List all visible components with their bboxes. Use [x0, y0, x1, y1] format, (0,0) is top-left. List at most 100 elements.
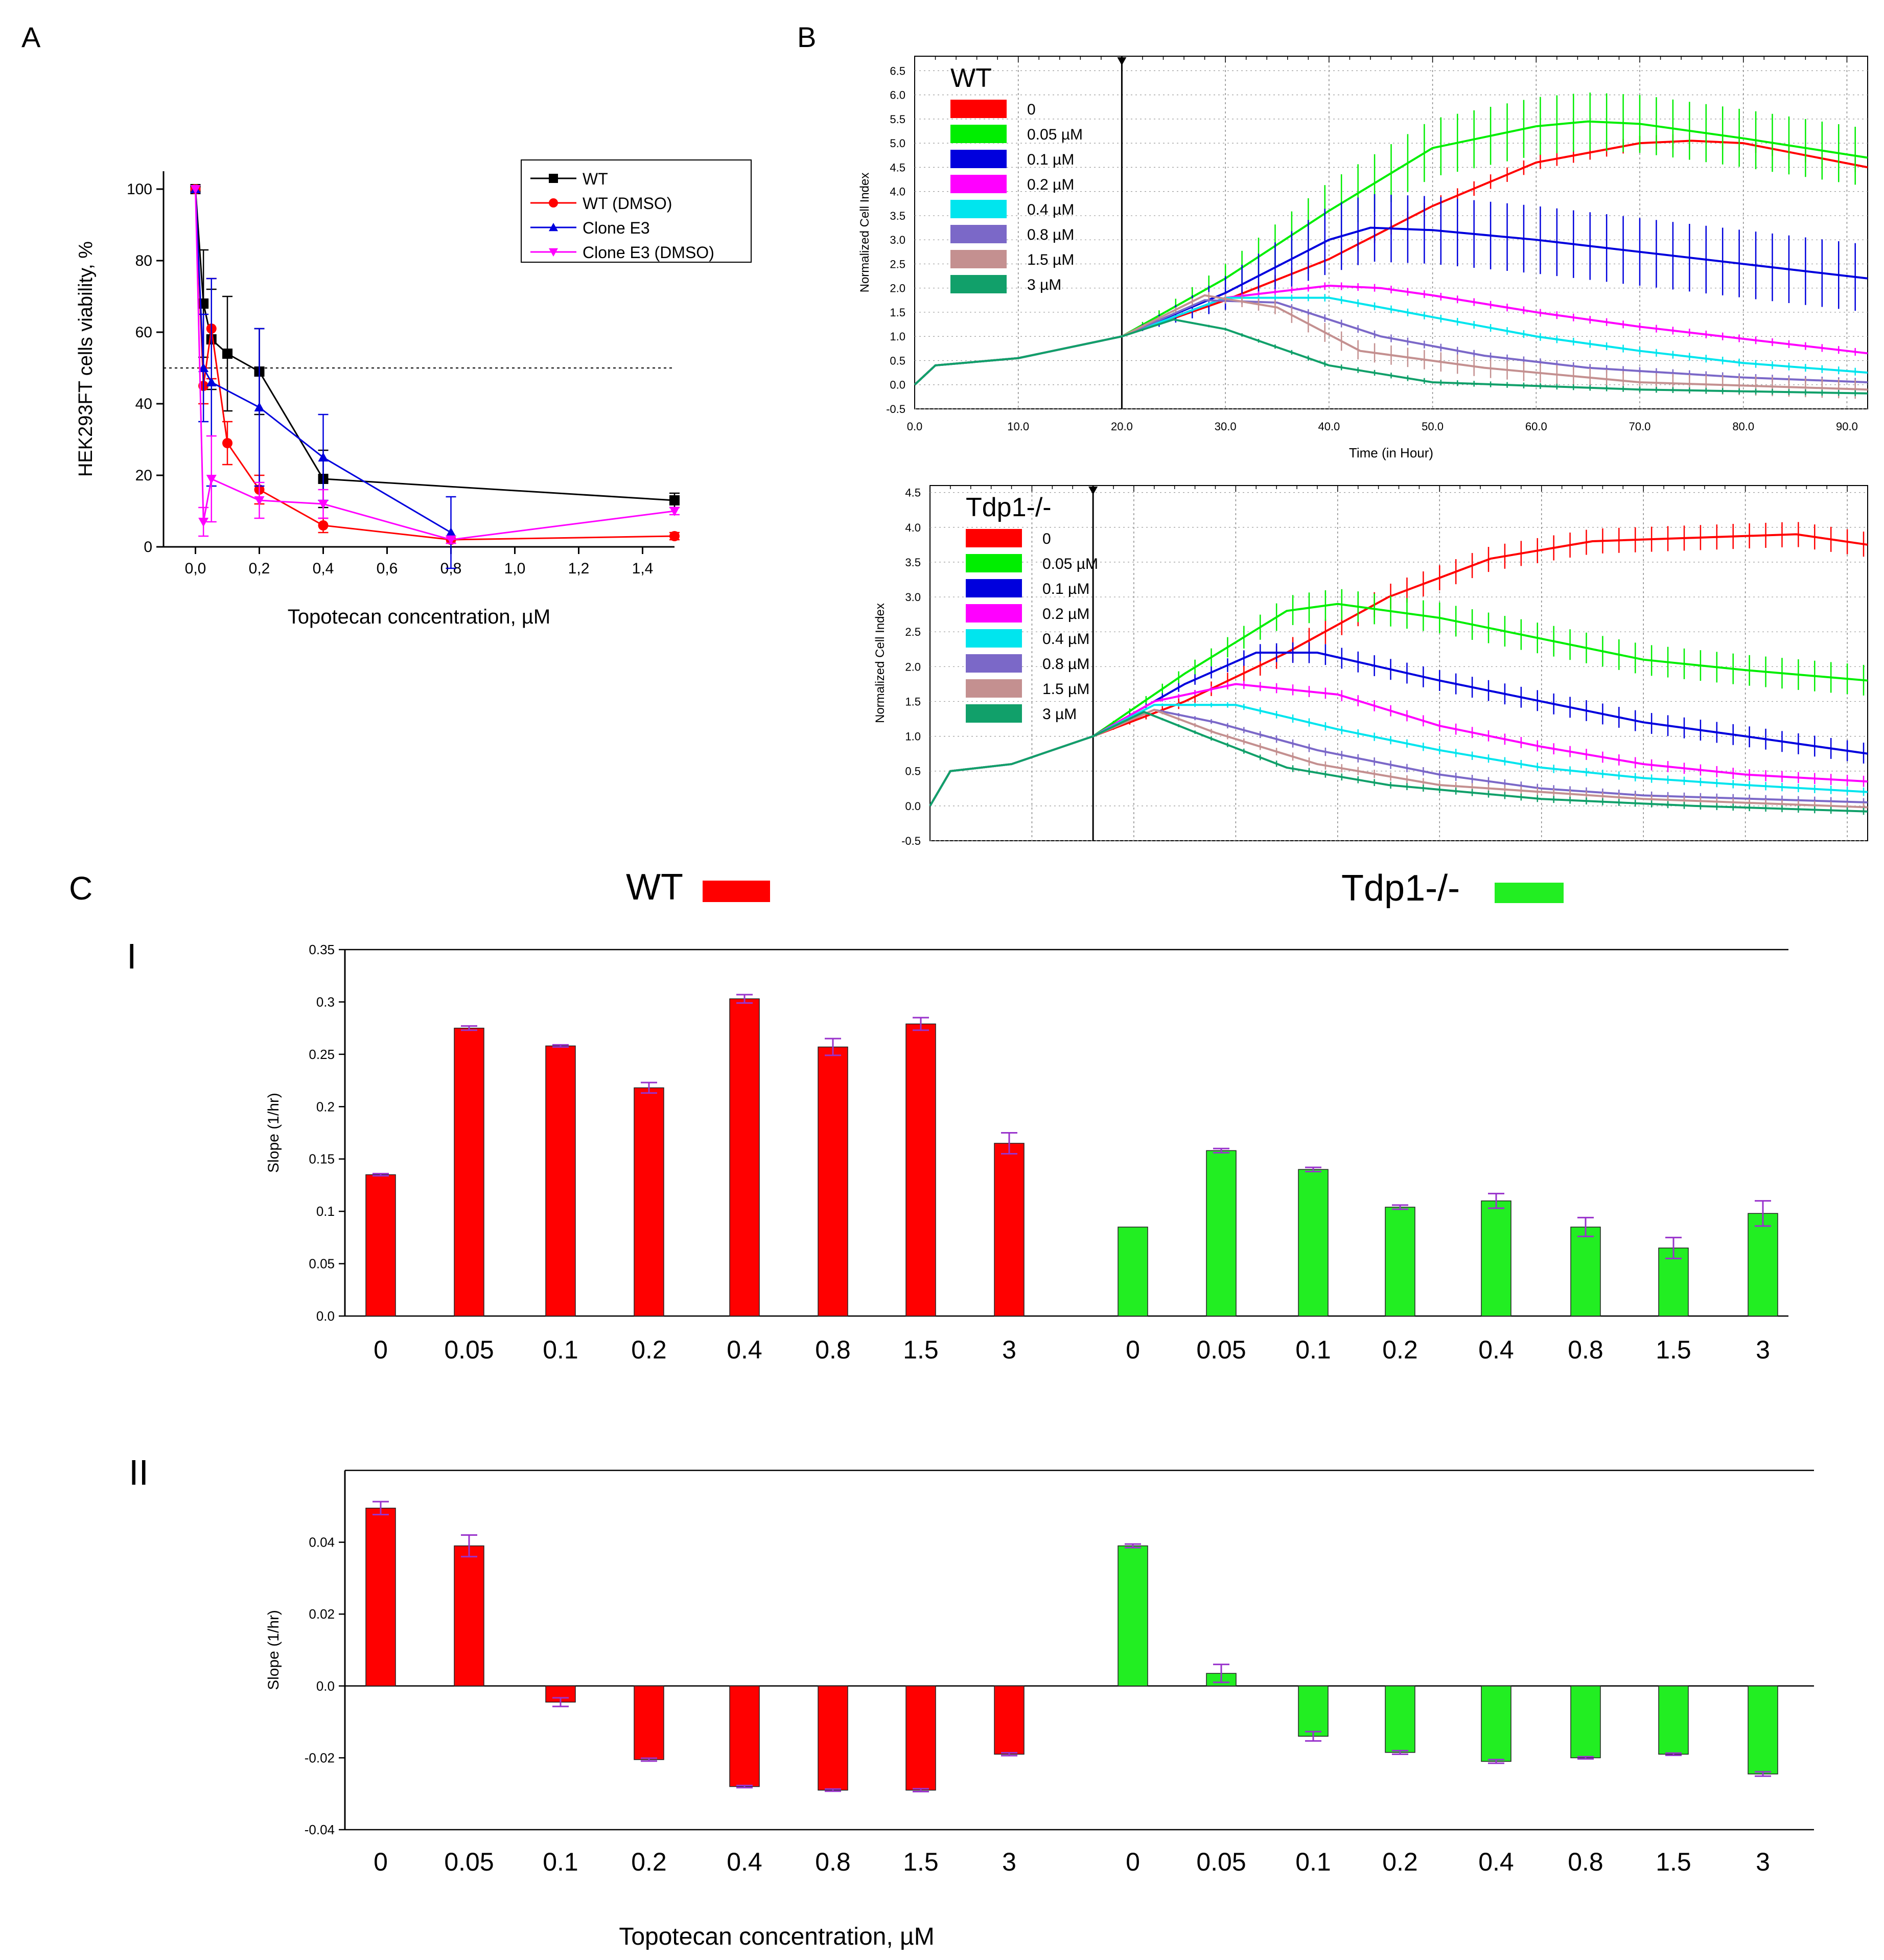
category-label: 0.05 [444, 1848, 494, 1876]
legend-label: 0.1 µM [1042, 581, 1089, 597]
category-label: 3 [1002, 1335, 1016, 1364]
legend-swatch [950, 225, 1007, 243]
category-label: 1.5 [903, 1335, 939, 1364]
category-label: 0 [374, 1848, 388, 1876]
category-label: 3 [1002, 1848, 1016, 1876]
x-tick-label: 10.0 [1007, 420, 1029, 433]
bar [1748, 1686, 1778, 1774]
bar [1118, 1227, 1148, 1317]
x-tick-label: 50.0 [1422, 420, 1444, 433]
legend-label: 3 µM [1042, 706, 1077, 723]
category-label: 0.1 [543, 1848, 578, 1876]
legend-label: 0 [1027, 101, 1036, 118]
category-label: 0.2 [631, 1848, 667, 1876]
category-label: 0.4 [1478, 1848, 1514, 1876]
category-label: 0 [1126, 1848, 1140, 1876]
x-tick-label: 0,6 [377, 560, 398, 577]
y-tick-label: 4.5 [905, 487, 921, 499]
category-label: 0.1 [543, 1335, 578, 1364]
category-label: 0.2 [631, 1335, 667, 1364]
y-tick-label: -0.5 [886, 403, 905, 416]
y-tick-label: 4.0 [890, 186, 905, 198]
y-axis-title: HEK293FT cells viability, % [75, 241, 97, 477]
x-tick-label: 40.0 [1318, 420, 1340, 433]
legend-label: 3 µM [1027, 276, 1061, 293]
category-label: 0 [1126, 1335, 1140, 1364]
y-tick-label: 40 [135, 396, 152, 412]
chart-title: WT [950, 63, 992, 93]
y-axis-title: Slope (1/hr) [265, 1610, 282, 1690]
x-tick-label: 70.0 [1629, 420, 1651, 433]
category-label: 1.5 [903, 1848, 939, 1876]
category-label: 0.05 [1196, 1335, 1246, 1364]
bar [1385, 1207, 1415, 1317]
y-tick-label: 0.02 [309, 1606, 335, 1622]
y-axis-title: Slope (1/hr) [265, 1093, 282, 1173]
y-tick-label: 6.5 [890, 64, 905, 77]
data-point [222, 349, 232, 359]
category-label: 0.8 [815, 1335, 851, 1364]
y-tick-label: 5.0 [890, 137, 905, 150]
bar [1748, 1213, 1778, 1317]
bar [905, 1023, 936, 1317]
x-tick-label: 90.0 [1836, 420, 1858, 433]
legend-label: 0.8 µM [1042, 656, 1089, 673]
y-axis-title: Normalized Cell Index [873, 603, 887, 723]
bar [1570, 1686, 1601, 1759]
bar [1206, 1150, 1237, 1317]
x-tick-label: 1,0 [504, 560, 526, 577]
legend-marker [549, 223, 558, 232]
bar [454, 1545, 484, 1687]
y-tick-label: 4.0 [905, 521, 921, 534]
x-tick-label: 30.0 [1215, 420, 1237, 433]
legend-swatch [950, 100, 1007, 118]
legend-swatch [966, 679, 1022, 698]
category-label: 1.5 [1656, 1335, 1691, 1364]
y-tick-label: 3.5 [905, 556, 921, 569]
header-tdp1-label: Tdp1-/- [1341, 868, 1460, 909]
data-point [206, 475, 217, 484]
category-label: 0.8 [1568, 1848, 1603, 1876]
y-tick-label: 0.5 [905, 765, 921, 778]
y-tick-label: 60 [135, 324, 152, 341]
chart-b-wt: -0.50.00.51.01.52.02.53.03.54.04.55.05.5… [858, 56, 1868, 460]
legend-swatch [950, 250, 1007, 268]
legend-marker [549, 248, 558, 257]
data-point [669, 507, 680, 516]
data-point [222, 438, 232, 448]
y-tick-label: 3.5 [890, 210, 905, 222]
y-tick-label: 6.0 [890, 89, 905, 102]
bar [1298, 1169, 1329, 1317]
y-tick-label: 0.2 [316, 1099, 335, 1114]
y-tick-label: 4.5 [890, 161, 905, 174]
chart-title: Tdp1-/- [966, 493, 1052, 522]
data-point [446, 536, 456, 545]
x-tick-label: 60.0 [1525, 420, 1547, 433]
chart-b-tdp1: -0.5 0.0 0.5 1.0 1.5 2.0 2.5 3.0 3.5 4.0 4.5 Normal… [873, 485, 1868, 847]
y-tick-label: 2.0 [905, 660, 921, 673]
data-point [669, 495, 680, 505]
y-tick-label: 0.04 [309, 1535, 335, 1550]
category-label: 0.8 [1568, 1335, 1603, 1364]
legend-swatch [966, 579, 1022, 597]
data-point [318, 500, 329, 509]
legend-label: 0.2 µM [1042, 606, 1089, 622]
legend-label: 0.1 µM [1027, 151, 1074, 168]
legend-label: 0 [1042, 531, 1051, 547]
y-tick-label: 1.5 [890, 306, 905, 319]
series-line [195, 189, 675, 541]
bar [454, 1027, 484, 1317]
y-tick-label: 1.5 [905, 695, 921, 708]
legend-label: WT (DMSO) [583, 194, 672, 213]
y-tick-label: 20 [135, 467, 152, 484]
legend-label: 0.2 µM [1027, 176, 1074, 193]
legend-label: 0.4 µM [1027, 201, 1074, 218]
y-axis-title: Normalized Cell Index [858, 173, 872, 293]
legend-swatch [966, 554, 1022, 572]
y-tick-label: 100 [127, 181, 152, 198]
y-tick-label: -0.02 [305, 1750, 335, 1765]
legend-swatch [950, 275, 1007, 293]
y-tick-label: 2.0 [890, 282, 905, 295]
x-axis-title: Topotecan concentration, µM [619, 1923, 934, 1950]
category-label: 0.2 [1382, 1848, 1418, 1876]
